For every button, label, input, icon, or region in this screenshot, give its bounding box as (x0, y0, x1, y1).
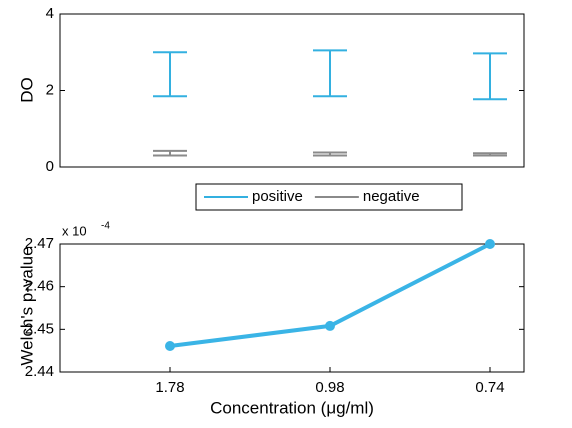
y-tick-label: 2.46 (25, 278, 54, 295)
y-tick-label: 2.44 (25, 363, 54, 380)
y-axis-label: Welch's p-value (17, 246, 36, 365)
x-tick-label: 0.98 (315, 379, 344, 396)
x-tick-label: 0.74 (475, 379, 504, 396)
axis-multiplier: x 10 (62, 223, 87, 238)
x-tick-label: 1.78 (155, 379, 184, 396)
y-tick-label: 2 (46, 81, 54, 98)
axes-box (59, 243, 525, 373)
y-tick-label: 0 (46, 158, 54, 175)
point (325, 320, 335, 331)
y-tick-label: 2.45 (25, 320, 54, 337)
y-axis-label: DO (17, 77, 36, 103)
axis-multiplier-exponent: -4 (101, 221, 110, 232)
legend-label: negative (363, 188, 420, 205)
y-tick-label: 4 (46, 5, 54, 22)
point (165, 340, 175, 351)
x-axis-label: Concentration (μg/ml) (210, 398, 374, 417)
point (485, 239, 495, 249)
y-tick-label: 2.47 (25, 235, 54, 252)
legend-label: positive (252, 188, 303, 205)
